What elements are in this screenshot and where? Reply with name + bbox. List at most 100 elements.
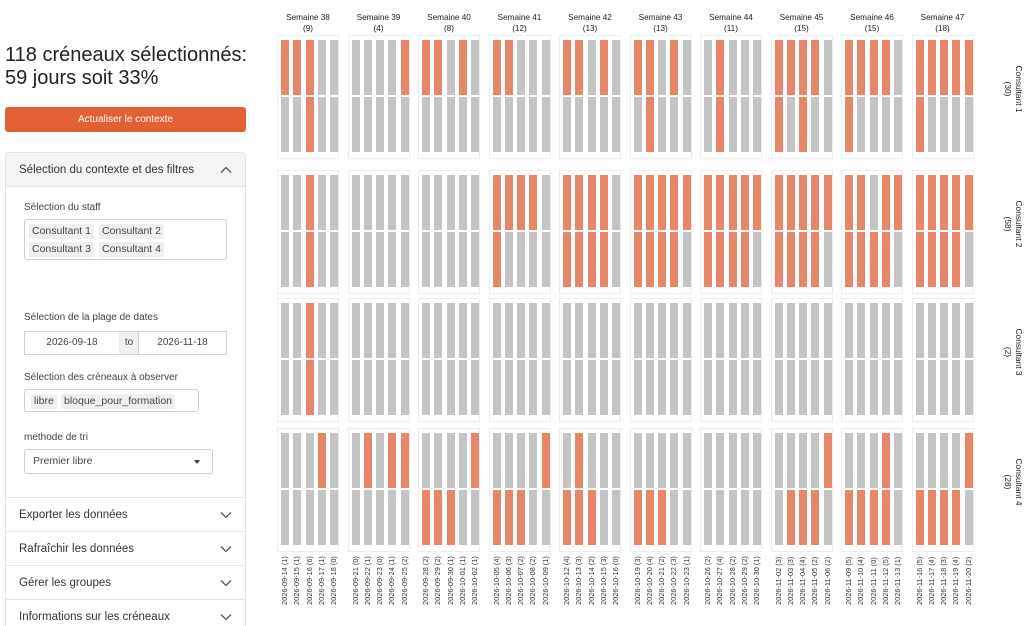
date-start-input[interactable]: 2026-09-18 [24,331,120,355]
slot-cell-selected [633,40,642,95]
slot-cell-selected [670,175,679,230]
slot-cell [857,97,866,152]
slot-cell [728,360,737,415]
day-axis-label: 2026-11-19 (4) [951,556,961,605]
day-axis-label: 2026-10-02 (1) [470,556,480,605]
week-panel [559,170,621,294]
week-panel [347,170,410,294]
slot-cell [869,175,878,230]
slot-cell [293,175,302,230]
slot-cell [927,303,936,358]
slot-tag[interactable]: libre [31,394,57,409]
day-axis-label: 2026-09-14 (1) [280,556,289,605]
week-header: Semaine 47 (18) [920,13,965,33]
slot-tag[interactable]: bloque_pour_formation [61,394,175,409]
slot-cell [293,97,302,152]
week-panel [559,298,621,422]
week-panel [418,35,480,159]
slots-select[interactable]: libre bloque_pour_formation [24,389,199,412]
staff-tag[interactable]: Consultant 3 [29,242,94,257]
slot-cell-selected [281,40,289,95]
staff-tag[interactable]: Consultant 2 [99,224,164,239]
slot-cell [682,40,691,95]
week-header: Semaine 40 (8) [427,13,471,33]
slot-cell-selected [799,175,808,230]
slot-cell [363,303,372,358]
accordion-header-filters[interactable]: Sélection du contexte et des filtres [6,153,245,187]
staff-label: Sélection du staff [24,202,101,213]
date-end-input[interactable]: 2026-11-18 [138,331,227,355]
slot-cell [927,433,936,488]
slot-cell [728,303,737,358]
slot-cell [363,97,372,152]
slot-cell-selected [845,40,853,95]
day-axis-label: 2026-10-16 (0) [611,556,621,605]
slot-cell [633,97,642,152]
week-panel [770,428,833,552]
slot-cell [633,360,642,415]
slot-cell-selected [645,40,654,95]
slot-cell [376,433,385,488]
slot-cell [612,490,621,545]
slot-cell [400,175,409,230]
slot-cell-selected [305,40,314,95]
week-header: Semaine 38 (9) [286,13,330,33]
staff-tag[interactable]: Consultant 1 [29,224,94,239]
slot-cell [823,40,832,95]
refresh-context-button[interactable]: Actualiser le contexte [5,107,246,132]
slot-cell-selected [823,175,832,230]
slot-cell [351,433,360,488]
slot-cell-selected [857,175,866,230]
slot-cell [281,175,289,230]
slot-cell [388,175,397,230]
slot-cell [446,175,455,230]
accordion-header-export[interactable]: Exporter les données [6,497,245,531]
slot-cell [317,40,326,95]
slot-cell [317,175,326,230]
slot-cell-selected [811,490,820,545]
slot-cell-selected [869,490,878,545]
accordion-header-refresh[interactable]: Rafraîchir les données [6,531,245,565]
staff-select[interactable]: Consultant 1 Consultant 2 Consultant 3 C… [24,219,227,260]
day-axis-label: 2026-10-05 (4) [491,556,501,605]
slot-cell [952,360,961,415]
accordion-header-groups[interactable]: Gérer les groupes [6,565,245,599]
slot-cell [740,303,749,358]
slot-cell [670,360,679,415]
slot-cell [704,360,712,415]
slot-cell-selected [881,175,890,230]
slot-cell-selected [633,490,642,545]
slot-cell [740,360,749,415]
slot-cell-selected [492,232,501,287]
day-axis-label: 2026-11-04 (4) [798,556,808,605]
slot-cell [753,232,762,287]
slot-cell-selected [845,97,853,152]
week-header: Semaine 41 (12) [497,13,542,33]
sort-select[interactable]: Premier libre [24,449,213,474]
day-axis-label: 2026-10-08 (2) [528,556,538,605]
day-axis-label: 2026-11-02 (3) [773,556,783,605]
slot-cell [517,97,526,152]
slot-cell [363,40,372,95]
slot-cell [823,490,832,545]
slot-cell-selected [645,232,654,287]
slot-cell-selected [774,175,783,230]
slot-cell [541,490,550,545]
accordion-header-slot-info[interactable]: Informations sur les créneaux [6,599,245,626]
slot-cell [400,232,409,287]
slot-cell-selected [658,232,667,287]
slot-cell [869,303,878,358]
slot-cell-selected [927,232,936,287]
slot-cell [363,232,372,287]
slot-cell [740,40,749,95]
slot-cell [612,97,621,152]
day-axis-label: 2026-10-29 (2) [739,556,749,605]
staff-tag[interactable]: Consultant 4 [99,242,164,257]
slot-cell [541,40,550,95]
day-axis-label: 2026-10-20 (4) [644,556,654,605]
caret-down-icon [194,460,200,464]
slot-cell [517,433,526,488]
week-panel [770,35,833,159]
slot-cell [541,303,550,358]
week-panel [418,170,480,294]
